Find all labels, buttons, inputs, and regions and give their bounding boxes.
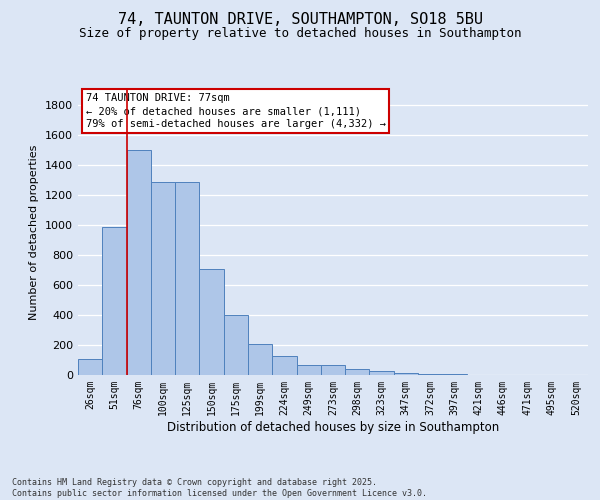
- Text: 74, TAUNTON DRIVE, SOUTHAMPTON, SO18 5BU: 74, TAUNTON DRIVE, SOUTHAMPTON, SO18 5BU: [118, 12, 482, 28]
- Bar: [272, 356, 296, 375]
- Bar: [321, 364, 345, 375]
- Bar: [224, 315, 248, 375]
- Bar: [175, 182, 199, 375]
- Bar: [296, 364, 321, 375]
- Bar: [442, 374, 467, 375]
- Text: Contains HM Land Registry data © Crown copyright and database right 2025.
Contai: Contains HM Land Registry data © Crown c…: [12, 478, 427, 498]
- Bar: [151, 182, 175, 375]
- Bar: [199, 269, 224, 375]
- Y-axis label: Number of detached properties: Number of detached properties: [29, 145, 40, 320]
- Bar: [102, 226, 127, 375]
- Text: Size of property relative to detached houses in Southampton: Size of property relative to detached ho…: [79, 28, 521, 40]
- Bar: [78, 359, 102, 375]
- X-axis label: Distribution of detached houses by size in Southampton: Distribution of detached houses by size …: [167, 420, 499, 434]
- Bar: [370, 370, 394, 375]
- Bar: [394, 373, 418, 375]
- Bar: [127, 150, 151, 375]
- Bar: [418, 374, 442, 375]
- Bar: [345, 369, 370, 375]
- Bar: [248, 344, 272, 375]
- Text: 74 TAUNTON DRIVE: 77sqm
← 20% of detached houses are smaller (1,111)
79% of semi: 74 TAUNTON DRIVE: 77sqm ← 20% of detache…: [86, 93, 386, 129]
